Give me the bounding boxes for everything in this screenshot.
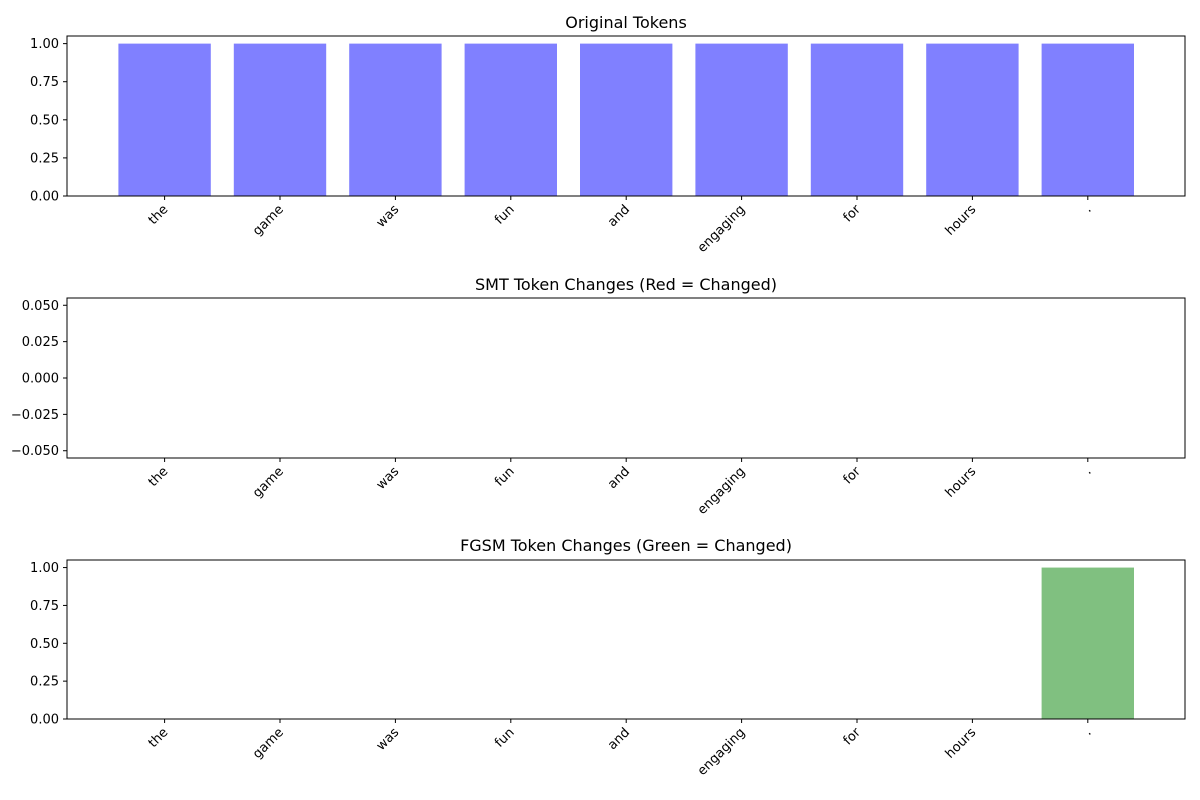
bar-1 (118, 43, 211, 197)
x-tick-label: was (374, 725, 403, 754)
x-tick-label: fun (492, 464, 518, 490)
subplot-original-tokens: Original Tokens 0.00 0.25 0.50 0.75 1.00 the g… (30, 13, 1186, 256)
x-tick-label: game (250, 725, 287, 762)
y-tick-label: 0.050 (22, 299, 59, 314)
bar-9 (1041, 43, 1134, 197)
x-tick-label: engaging (695, 202, 749, 256)
x-tick-label: . (1081, 464, 1095, 478)
bar-3 (349, 43, 442, 197)
x-tick-label: hours (943, 464, 980, 501)
x-tick-label: and (605, 202, 633, 230)
axes-frame (66, 297, 1186, 459)
y-tick-label: 1.00 (30, 561, 59, 576)
y-tick-label: 0.50 (30, 113, 59, 128)
y-tick-label: 0.00 (30, 713, 59, 728)
x-tick-label: engaging (695, 464, 749, 518)
x-tick-label: was (374, 464, 403, 493)
y-tick-label: −0.050 (11, 444, 59, 459)
bar-7 (810, 43, 904, 197)
y-tick-label: 1.00 (30, 37, 59, 52)
x-tick-label: for (841, 464, 865, 488)
bar-9 (1041, 567, 1134, 719)
x-tick-label: was (374, 202, 403, 231)
bar-2 (233, 43, 327, 197)
x-tick-label: engaging (695, 725, 749, 779)
y-tick-label: 0.025 (22, 335, 59, 350)
x-tick-label: for (841, 725, 865, 749)
y-tick-label: 0.00 (30, 190, 59, 205)
bar-6 (695, 43, 788, 197)
x-tick-label: . (1081, 202, 1095, 216)
x-tick-label: fun (492, 725, 518, 751)
x-tick-label: game (250, 202, 287, 239)
x-tick-label: game (250, 464, 287, 501)
y-tick-label: 0.25 (30, 151, 59, 166)
y-tick-label: −0.025 (11, 408, 59, 423)
x-tick-label: hours (943, 725, 980, 762)
x-tick-label: and (605, 725, 633, 753)
chart-title: Original Tokens (565, 13, 687, 32)
y-tick-label: 0.75 (30, 599, 59, 614)
bar-8 (926, 43, 1019, 197)
y-tick-label: 0.75 (30, 75, 59, 90)
x-tick-label: and (605, 464, 633, 492)
y-tick-label: 0.000 (22, 372, 59, 387)
bar-5 (580, 43, 673, 197)
x-tick-label: the (146, 464, 172, 490)
x-tick-label: the (146, 202, 172, 228)
x-tick-label: the (146, 725, 172, 751)
x-tick-label: hours (943, 202, 980, 239)
x-tick-label: . (1081, 725, 1095, 739)
x-tick-label: fun (492, 202, 518, 228)
bar-4 (464, 43, 557, 197)
x-tick-label: for (841, 202, 865, 226)
chart-title: SMT Token Changes (Red = Changed) (475, 275, 777, 294)
subplot-smt-token-changes: SMT Token Changes (Red = Changed) −0.050… (11, 275, 1186, 518)
subplot-fgsm-token-changes: FGSM Token Changes (Green = Changed) 0.0… (30, 536, 1186, 779)
y-tick-label: 0.50 (30, 637, 59, 652)
axes-frame (66, 559, 1186, 720)
chart-title: FGSM Token Changes (Green = Changed) (460, 536, 792, 555)
y-tick-label: 0.25 (30, 675, 59, 690)
